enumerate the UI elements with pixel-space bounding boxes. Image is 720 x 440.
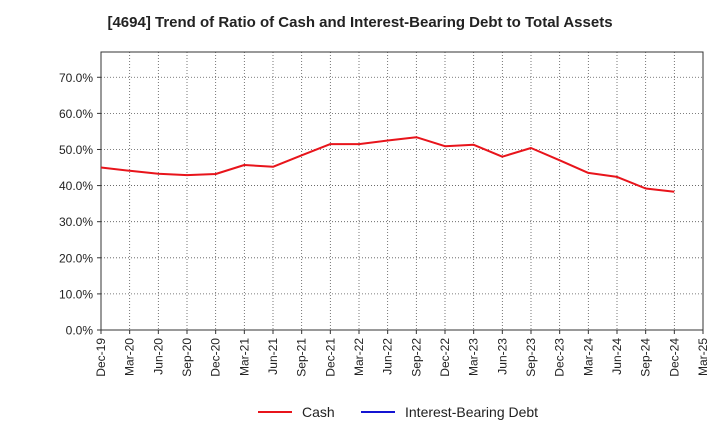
x-tick-label: Jun-22 [381, 338, 395, 375]
y-tick-label: 40.0% [59, 179, 93, 193]
x-tick-label: Mar-23 [467, 338, 481, 376]
y-tick-label: 10.0% [59, 287, 93, 301]
x-tick-label: Jun-23 [495, 338, 509, 375]
legend-label-debt: Interest-Bearing Debt [405, 404, 539, 420]
x-tick-label: Sep-22 [409, 338, 423, 377]
x-tick-label: Dec-21 [323, 338, 337, 377]
plot-frame [100, 51, 704, 331]
legend: Cash Interest-Bearing Debt [0, 404, 720, 426]
legend-item-debt[interactable]: Interest-Bearing Debt [361, 404, 538, 420]
series-lines [100, 136, 675, 193]
x-tick-label: Dec-20 [209, 338, 223, 377]
legend-item-cash[interactable]: Cash [258, 404, 335, 420]
x-tick-label: Jun-21 [266, 338, 280, 375]
y-tick-label: 30.0% [59, 215, 93, 229]
x-tick-label: Sep-21 [295, 338, 309, 377]
y-tick-label: 0.0% [66, 324, 94, 338]
x-tick-label: Jun-20 [151, 338, 165, 375]
y-tick-label: 70.0% [59, 71, 93, 85]
x-tick-label: Mar-20 [123, 338, 137, 376]
x-tick-label: Jun-24 [610, 338, 624, 375]
y-tick-label: 20.0% [59, 251, 93, 265]
y-tick-label: 60.0% [59, 107, 93, 121]
x-tick-label: Mar-25 [696, 338, 710, 376]
x-tick-label: Sep-23 [524, 338, 538, 377]
x-tick-label: Mar-21 [237, 338, 251, 376]
x-tick-label: Dec-19 [94, 338, 108, 377]
x-tick-label: Dec-22 [438, 338, 452, 377]
x-tick-label: Dec-24 [667, 338, 681, 377]
x-tick-label: Mar-24 [581, 338, 595, 376]
series-line-cash [100, 136, 675, 193]
y-tick-labels: 0.0% 10.0% 20.0% 30.0% 40.0% 50.0% 60.0% 70.0% [59, 71, 93, 338]
x-tick-labels: Dec-19 Mar-20 Jun-20 Sep-20 Dec-20 Mar-21 Jun-… [94, 338, 710, 377]
x-tick-label: Sep-20 [180, 338, 194, 377]
legend-swatch-debt [361, 411, 395, 413]
grid-lines [101, 52, 703, 330]
x-tick-label: Sep-24 [639, 338, 653, 377]
chart-title: [4694] Trend of Ratio of Cash and Intere… [107, 14, 613, 31]
legend-swatch-cash [258, 411, 292, 413]
legend-label-cash: Cash [302, 404, 335, 420]
x-tick-label: Dec-23 [553, 338, 567, 377]
axes [97, 51, 704, 334]
y-tick-label: 50.0% [59, 143, 93, 157]
x-tick-label: Mar-22 [352, 338, 366, 376]
